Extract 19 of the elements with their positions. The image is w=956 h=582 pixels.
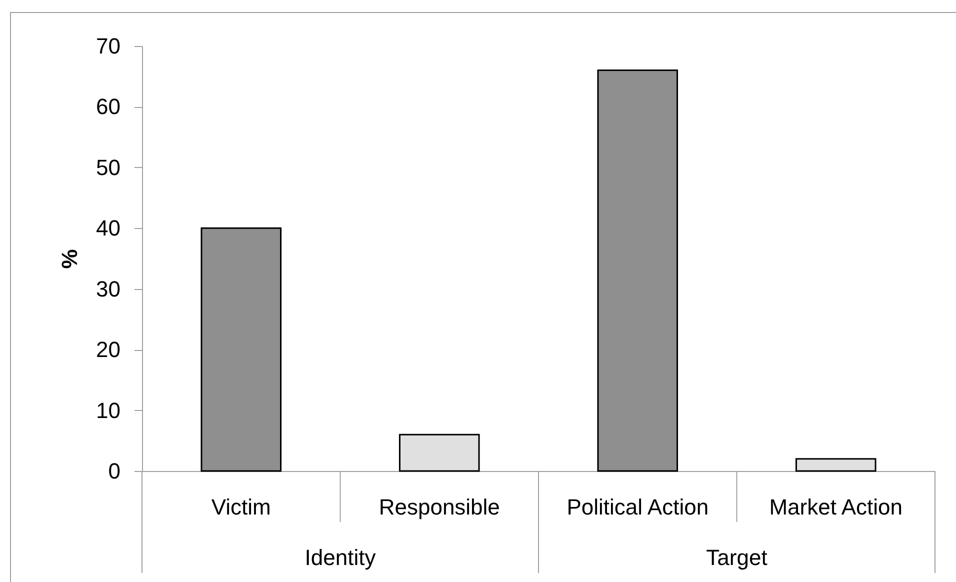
y-tick-label: 60	[96, 94, 120, 120]
y-tick-label: 30	[96, 276, 120, 302]
y-tick-label: 0	[108, 458, 120, 484]
y-tick-label: 70	[96, 34, 120, 58]
y-tick-label: 20	[96, 337, 120, 362]
y-tick-label: 10	[96, 398, 120, 423]
bar	[398, 434, 480, 472]
y-tick-label: 40	[96, 216, 120, 241]
x-tick-label: Responsible	[378, 494, 500, 520]
x-tick-label: Victim	[211, 494, 271, 520]
text: Identity	[304, 545, 376, 570]
x-tick-label: Market Action	[769, 494, 903, 520]
bar	[795, 458, 876, 472]
y-axis-title: %	[57, 249, 82, 269]
y-tick-label: 50	[96, 154, 120, 180]
text: Target	[706, 545, 768, 570]
x-tick-label: Political Action	[566, 494, 709, 520]
bar	[200, 227, 282, 472]
bar	[597, 70, 678, 472]
